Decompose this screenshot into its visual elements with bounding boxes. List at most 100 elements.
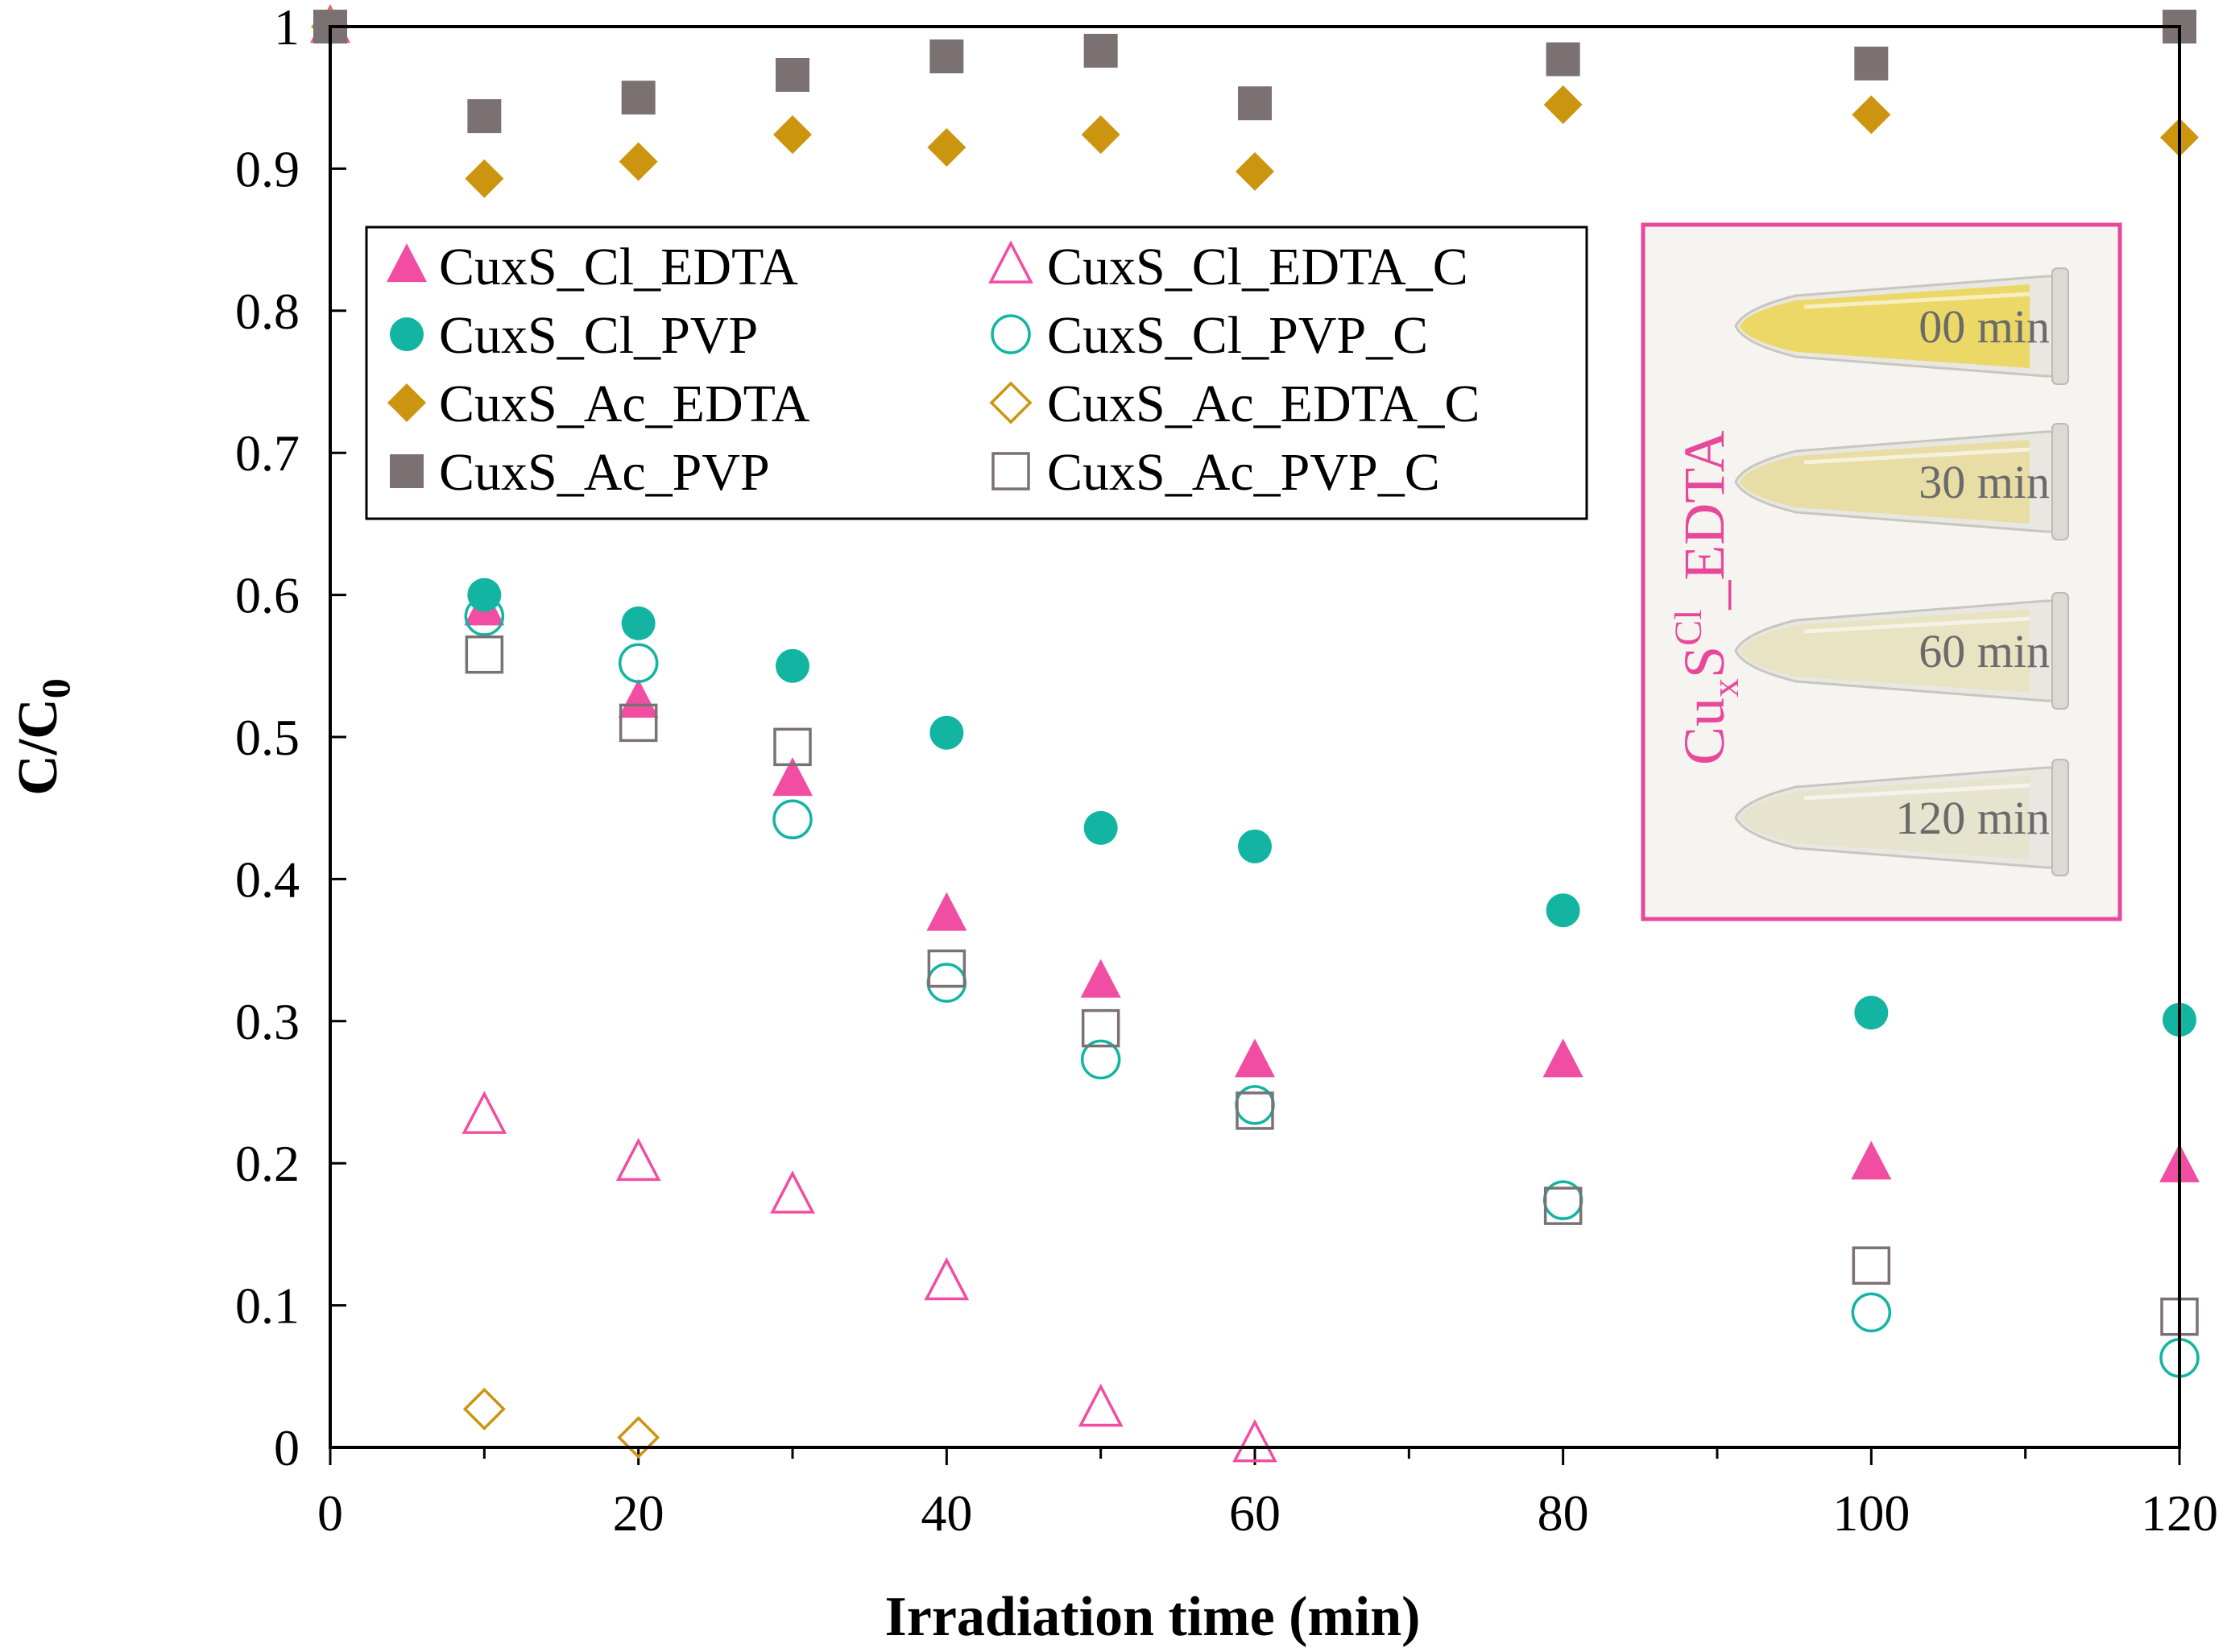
tube-cap [2051,592,2069,710]
inset-title-mid: S [1672,646,1736,678]
data-point [619,142,658,181]
data-point [1852,95,1891,135]
tube-highlight [1803,616,2030,634]
data-point [776,648,809,683]
inset-photo: 00 min 30 min 60 min 120 min CuxSCl_EDTA [1641,222,2122,921]
x-tick-label: 80 [1538,1484,1589,1542]
y-tick-label: 0.5 [235,709,300,766]
data-point [619,703,658,743]
legend-label: CuxS_Ac_EDTA [439,375,810,433]
data-point [621,606,656,640]
y-tick-label: 0 [274,1419,300,1476]
data-point [1080,958,1121,998]
x-axis-ticks: 0 20 40 60 80 100 120 [317,1447,2218,1542]
legend-marker [387,383,426,422]
data-point [1546,893,1580,928]
data-point [1851,1292,1892,1333]
x-tick-label: 60 [1229,1484,1281,1542]
data-point [1080,1039,1121,1080]
data-point [776,57,809,92]
y-tick-label: 0.1 [235,1277,300,1335]
data-point [618,679,659,718]
legend-label: CuxS_Cl_PVP [439,306,758,365]
series-CuxS_Ac_EDTA [311,7,2199,198]
data-point [618,643,659,684]
data-point [1083,33,1118,68]
legend-label: CuxS_Ac_EDTA_C [1047,375,1480,433]
data-point [1543,85,1583,125]
data-point [1083,810,1118,845]
legend-marker [390,454,424,488]
tube: 30 min [1734,423,2069,540]
legend-marker [988,240,1033,284]
data-point [927,949,967,988]
inset-title-main: Cu [1672,698,1736,765]
data-point [1543,1186,1583,1225]
data-point [467,99,502,134]
y-tick-label: 0.2 [235,1135,300,1192]
data-point [1236,1091,1274,1130]
data-point [1081,115,1120,155]
tube: 60 min [1734,592,2069,710]
tube-cap [2051,423,2069,540]
data-point [929,715,964,750]
tube-label: 00 min [1919,300,2050,353]
y-tick-label: 0.9 [235,140,300,197]
data-point [927,127,967,167]
data-point [926,892,967,931]
data-point [621,81,656,115]
data-point [770,1170,815,1214]
data-point [772,757,813,797]
data-point [773,727,812,767]
tube-cap [2051,759,2069,876]
data-point [1235,1038,1275,1078]
legend-marker [991,452,1030,491]
legend: CuxS_Cl_EDTA CuxS_Cl_PVP CuxS_Ac_EDTA CuxS_… [365,226,1588,520]
y-tick-label: 0.8 [235,283,300,340]
tube-group: 00 min 30 min 60 min 120 min [1734,267,2069,876]
y-axis-ticks: 0 0.1 0.2 0.3 0.4 0.5 0.6 0.7 0.8 0.9 1 [235,0,346,1476]
data-point [1851,1141,1892,1180]
data-point [1078,1383,1124,1427]
y-axis-title-main: C/C [7,698,69,796]
data-point [617,1416,660,1459]
data-point [929,39,964,74]
tube-label: 30 min [1919,456,2050,508]
legend-box [365,226,1588,520]
tube-highlight [1803,292,2030,309]
data-point [1854,46,1889,81]
legend-items: CuxS_Cl_EDTA CuxS_Cl_PVP CuxS_Ac_EDTA CuxS_… [387,238,1480,502]
data-point [1854,996,1889,1030]
legend-label: CuxS_Ac_PVP_C [1047,443,1440,502]
y-axis-title-sub: 0 [33,678,78,698]
y-tick-label: 0.4 [235,851,300,908]
series-CuxS_Ac_EDTA_C [462,1387,660,1459]
y-tick-label: 0.6 [235,567,300,624]
data-point [1852,1246,1891,1285]
data-point [462,1387,506,1430]
legend-marker [387,243,427,283]
data-point [465,635,504,674]
tube-highlight [1803,783,2030,801]
tube-label: 60 min [1919,625,2050,677]
tube: 120 min [1734,759,2069,876]
data-point [1546,42,1580,77]
legend-label: CuxS_Cl_PVP_C [1047,306,1428,365]
inset-title-sub: x [1704,678,1747,698]
legend-marker [989,381,1033,424]
data-point [1238,86,1272,121]
series-CuxS_Cl_EDTA_C [462,1091,1277,1463]
data-point [464,596,505,636]
plot-frame [329,25,2181,1449]
y-tick-label: 1 [274,0,300,56]
x-tick-label: 100 [1832,1484,1910,1542]
inset-title-sup: Cl [1667,610,1710,646]
data-point [467,578,502,612]
data-point [924,1257,970,1301]
tube-highlight [1803,447,2030,465]
y-tick-label: 0.3 [235,993,300,1050]
y-axis-title: C/C0 [7,678,78,796]
legend-label: CuxS_Cl_EDTA [439,238,798,296]
legend-marker [390,317,424,351]
